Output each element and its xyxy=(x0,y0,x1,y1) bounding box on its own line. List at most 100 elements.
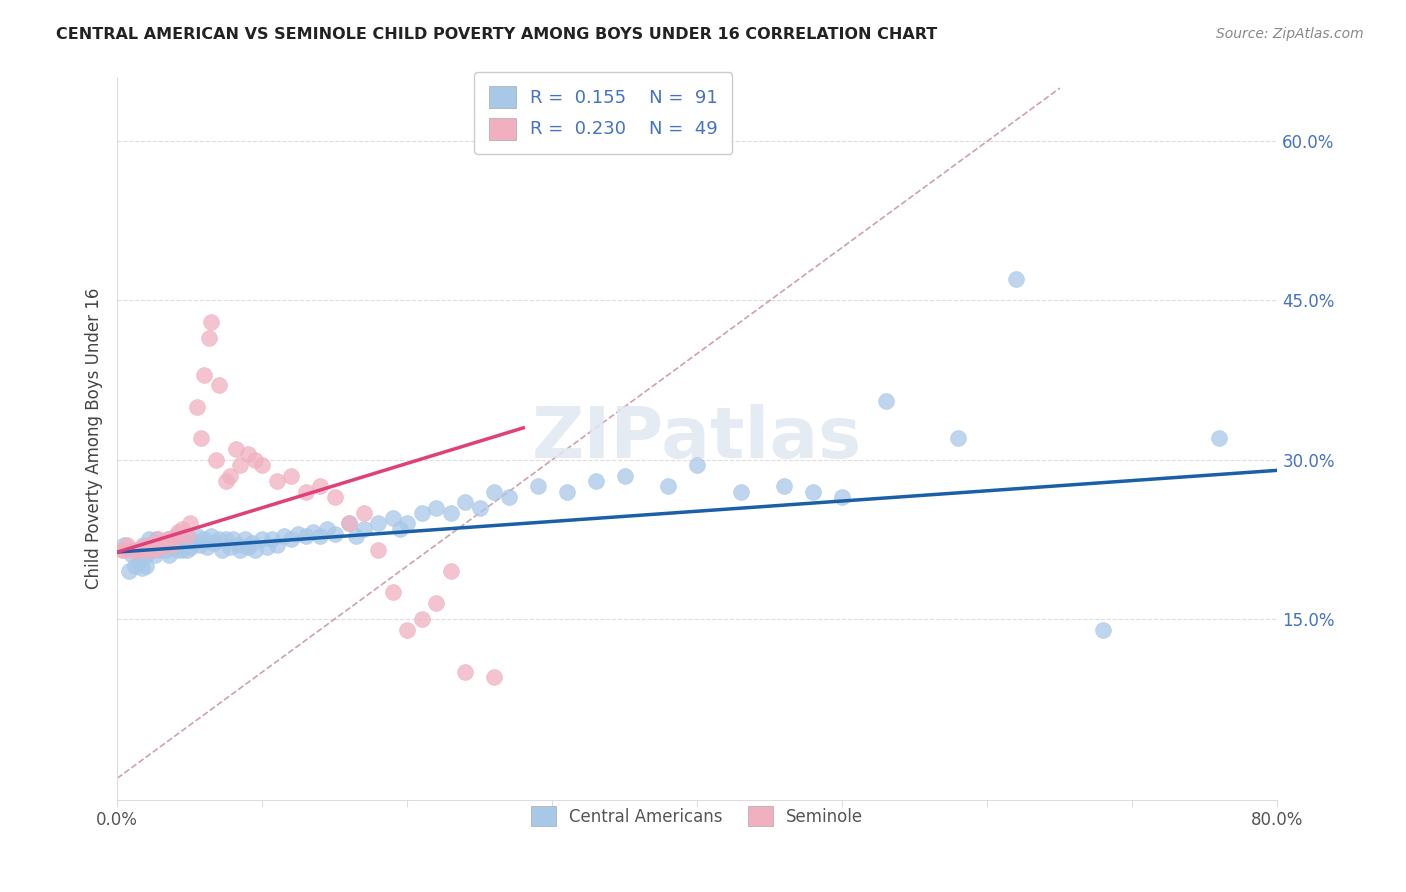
Point xyxy=(215,533,238,547)
Point xyxy=(425,500,447,515)
Point xyxy=(316,522,339,536)
Point xyxy=(150,540,173,554)
Point xyxy=(287,527,309,541)
Text: ZIPatlas: ZIPatlas xyxy=(533,404,862,473)
Text: Source: ZipAtlas.com: Source: ZipAtlas.com xyxy=(1216,27,1364,41)
Point xyxy=(124,543,146,558)
Point xyxy=(1208,432,1230,446)
Point xyxy=(323,527,346,541)
Point xyxy=(211,543,233,558)
Point xyxy=(121,549,143,563)
Point xyxy=(233,533,256,547)
Point xyxy=(152,535,174,549)
Point xyxy=(114,538,136,552)
Point xyxy=(186,400,208,414)
Point xyxy=(526,479,548,493)
Point xyxy=(229,543,252,558)
Point xyxy=(381,585,404,599)
Point xyxy=(188,538,211,552)
Point xyxy=(172,543,194,558)
Point xyxy=(294,484,316,499)
Point xyxy=(256,540,278,554)
Point xyxy=(172,522,194,536)
Point xyxy=(280,468,302,483)
Point xyxy=(149,540,172,554)
Point xyxy=(309,479,332,493)
Text: CENTRAL AMERICAN VS SEMINOLE CHILD POVERTY AMONG BOYS UNDER 16 CORRELATION CHART: CENTRAL AMERICAN VS SEMINOLE CHILD POVER… xyxy=(56,27,938,42)
Point xyxy=(1092,623,1115,637)
Point xyxy=(686,458,709,472)
Point xyxy=(219,468,242,483)
Point xyxy=(167,538,190,552)
Point xyxy=(240,535,263,549)
Point xyxy=(498,490,520,504)
Point xyxy=(165,535,187,549)
Point xyxy=(208,378,231,392)
Point xyxy=(193,533,215,547)
Point xyxy=(183,535,205,549)
Point xyxy=(411,506,433,520)
Point xyxy=(128,543,150,558)
Point xyxy=(167,524,190,539)
Point xyxy=(236,540,259,554)
Point xyxy=(948,432,970,446)
Point xyxy=(454,495,477,509)
Point xyxy=(202,535,225,549)
Point xyxy=(180,540,202,554)
Point xyxy=(146,533,169,547)
Point xyxy=(200,529,222,543)
Point xyxy=(215,474,238,488)
Point xyxy=(219,540,242,554)
Point xyxy=(484,670,506,684)
Point xyxy=(129,553,152,567)
Point xyxy=(309,529,332,543)
Point xyxy=(266,474,288,488)
Point xyxy=(138,538,160,552)
Point xyxy=(208,533,231,547)
Point xyxy=(157,549,180,563)
Point xyxy=(613,468,636,483)
Point xyxy=(138,533,160,547)
Point xyxy=(132,538,155,552)
Legend: Central Americans, Seminole: Central Americans, Seminole xyxy=(523,797,872,835)
Point xyxy=(153,535,176,549)
Point xyxy=(156,533,179,547)
Point xyxy=(200,315,222,329)
Point xyxy=(337,516,360,531)
Point xyxy=(156,533,179,547)
Point xyxy=(243,452,266,467)
Point xyxy=(243,543,266,558)
Point xyxy=(173,538,195,552)
Point xyxy=(396,516,419,531)
Point xyxy=(367,516,389,531)
Point xyxy=(131,561,153,575)
Y-axis label: Child Poverty Among Boys Under 16: Child Poverty Among Boys Under 16 xyxy=(86,288,103,590)
Point xyxy=(186,529,208,543)
Point xyxy=(730,484,752,499)
Point xyxy=(124,558,146,573)
Point xyxy=(226,538,249,552)
Point xyxy=(875,394,897,409)
Point xyxy=(273,529,295,543)
Point xyxy=(149,538,172,552)
Point xyxy=(381,511,404,525)
Point xyxy=(193,368,215,382)
Point xyxy=(1005,272,1028,286)
Point xyxy=(262,533,284,547)
Point xyxy=(468,500,491,515)
Point xyxy=(266,538,288,552)
Point xyxy=(135,558,157,573)
Point xyxy=(367,543,389,558)
Point xyxy=(801,484,824,499)
Point xyxy=(197,330,219,344)
Point xyxy=(162,540,184,554)
Point xyxy=(454,665,477,679)
Point xyxy=(250,533,273,547)
Point xyxy=(169,533,191,547)
Point xyxy=(179,533,201,547)
Point xyxy=(396,623,419,637)
Point xyxy=(135,543,157,558)
Point xyxy=(484,484,506,499)
Point xyxy=(142,543,165,558)
Point xyxy=(166,543,188,558)
